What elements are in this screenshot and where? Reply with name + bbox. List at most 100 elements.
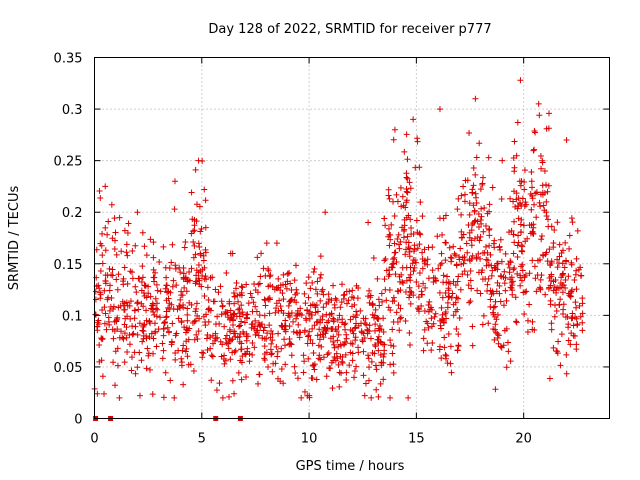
data-point <box>282 361 289 368</box>
data-point <box>516 178 523 185</box>
data-point <box>268 351 275 358</box>
data-point <box>185 361 192 368</box>
data-point <box>129 323 136 330</box>
data-point <box>449 290 456 297</box>
data-point <box>261 324 268 331</box>
data-point <box>491 264 498 271</box>
data-point <box>452 282 459 289</box>
data-point <box>487 251 494 258</box>
data-point <box>501 327 508 334</box>
data-point <box>411 256 418 263</box>
data-point <box>132 323 139 330</box>
data-point <box>241 319 248 326</box>
data-point <box>390 136 397 143</box>
data-point <box>372 362 379 369</box>
data-point <box>227 250 234 257</box>
data-point <box>484 281 491 288</box>
data-point <box>478 220 485 227</box>
data-point <box>411 246 418 253</box>
data-point <box>136 320 143 327</box>
data-point <box>396 327 403 334</box>
data-point <box>523 201 530 208</box>
data-point <box>545 182 552 189</box>
data-point <box>184 276 191 283</box>
data-point <box>544 188 551 195</box>
data-point <box>172 332 179 339</box>
data-point <box>566 232 573 239</box>
data-point <box>306 394 313 401</box>
data-point <box>383 297 390 304</box>
data-point <box>461 268 468 275</box>
data-point <box>263 335 270 342</box>
data-point <box>530 224 537 231</box>
data-point <box>219 341 226 348</box>
data-point <box>97 295 104 302</box>
data-point <box>121 321 128 328</box>
data-point <box>566 245 573 252</box>
data-point <box>565 273 572 280</box>
data-point <box>515 239 522 246</box>
data-point <box>192 166 199 173</box>
data-point <box>386 286 393 293</box>
data-point <box>541 167 548 174</box>
data-point <box>458 234 465 241</box>
data-point <box>556 241 563 248</box>
data-point <box>526 270 533 277</box>
data-point <box>543 209 550 216</box>
data-point <box>99 373 106 380</box>
data-point <box>460 260 467 267</box>
data-point <box>120 278 127 285</box>
data-point <box>579 300 586 307</box>
data-point <box>113 316 120 323</box>
data-point <box>567 341 574 348</box>
data-point <box>180 302 187 309</box>
data-point <box>349 357 356 364</box>
data-point <box>418 302 425 309</box>
data-point <box>197 252 204 259</box>
data-point <box>351 367 358 374</box>
data-point <box>145 283 152 290</box>
data-point <box>461 191 468 198</box>
data-point <box>501 268 508 275</box>
data-point <box>208 352 215 359</box>
data-point <box>406 330 413 337</box>
data-point <box>517 182 524 189</box>
data-point <box>330 338 337 345</box>
data-point <box>194 336 201 343</box>
data-point <box>475 250 482 257</box>
data-point <box>514 253 521 260</box>
data-point <box>190 254 197 261</box>
data-point <box>288 297 295 304</box>
data-point <box>105 218 112 225</box>
y-tick-label: 0.2 <box>62 206 83 221</box>
data-point <box>467 298 474 305</box>
data-point <box>341 321 348 328</box>
data-point <box>560 270 567 277</box>
data-point <box>403 188 410 195</box>
data-point <box>562 314 569 321</box>
data-point <box>455 195 462 202</box>
data-point <box>191 242 198 249</box>
data-point <box>139 274 146 281</box>
data-point <box>255 380 262 387</box>
data-point <box>243 281 250 288</box>
data-point <box>309 325 316 332</box>
data-point <box>375 347 382 354</box>
data-point <box>223 309 230 316</box>
data-point <box>330 357 337 364</box>
data-point <box>320 354 327 361</box>
data-point <box>277 287 284 294</box>
data-point <box>323 373 330 380</box>
data-point <box>371 350 378 357</box>
data-point <box>202 197 209 204</box>
data-point <box>444 304 451 311</box>
data-point <box>469 323 476 330</box>
data-point <box>497 298 504 305</box>
data-point <box>95 282 102 289</box>
data-point <box>403 174 410 181</box>
data-point <box>565 337 572 344</box>
data-point <box>225 345 232 352</box>
data-point <box>313 376 320 383</box>
y-tick-label: 0.35 <box>54 52 83 67</box>
data-point <box>275 330 282 337</box>
